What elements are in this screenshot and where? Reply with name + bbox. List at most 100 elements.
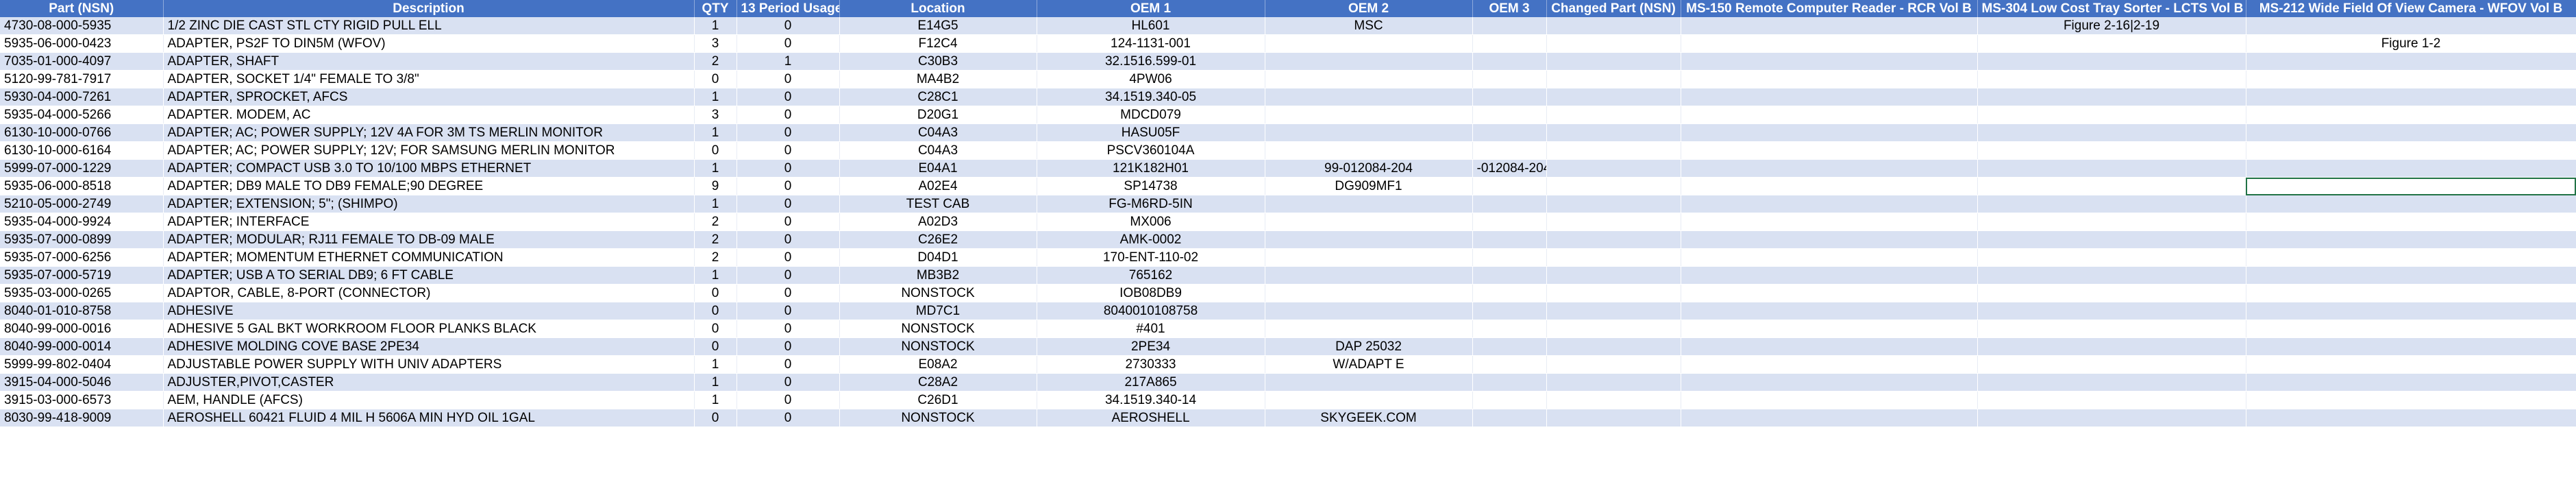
cell-period-usage[interactable]: 0 — [736, 373, 840, 392]
cell-qty[interactable]: 0 — [694, 70, 737, 88]
cell-part-nsn[interactable]: 5935-07-000-0899 — [0, 230, 164, 249]
cell-description[interactable]: ADAPTER; MODULAR; RJ11 FEMALE TO DB-09 M… — [163, 230, 695, 249]
cell-location[interactable]: D04D1 — [839, 248, 1037, 267]
cell-oem-2[interactable] — [1265, 52, 1473, 71]
cell-ms-212[interactable] — [2246, 195, 2576, 213]
cell-ms-212[interactable] — [2246, 17, 2576, 35]
cell-oem-1[interactable]: IOB08DB9 — [1037, 284, 1265, 302]
cell-description[interactable]: ADAPTER, PS2F TO DIN5M (WFOV) — [163, 34, 695, 53]
cell-ms-212[interactable] — [2246, 123, 2576, 142]
cell-oem-2[interactable]: DAP 25032 — [1265, 337, 1473, 356]
cell-qty[interactable]: 0 — [694, 337, 737, 356]
cell-ms-150[interactable] — [1681, 266, 1978, 285]
cell-changed-part[interactable] — [1546, 373, 1681, 392]
cell-changed-part[interactable] — [1546, 337, 1681, 356]
cell-location[interactable]: C26D1 — [839, 391, 1037, 409]
cell-description[interactable]: ADAPTER, SPROCKET, AFCS — [163, 88, 695, 106]
cell-period-usage[interactable]: 0 — [736, 34, 840, 53]
cell-ms-304[interactable] — [1977, 88, 2246, 106]
cell-oem-2[interactable] — [1265, 284, 1473, 302]
column-header-ms-212[interactable]: MS-212 Wide Field Of View Camera - WFOV … — [2246, 0, 2576, 17]
cell-period-usage[interactable]: 0 — [736, 177, 840, 195]
cell-changed-part[interactable] — [1546, 141, 1681, 160]
cell-ms-212[interactable] — [2246, 337, 2576, 356]
cell-description[interactable]: 1/2 ZINC DIE CAST STL CTY RIGID PULL ELL — [163, 17, 695, 35]
cell-ms-304[interactable] — [1977, 159, 2246, 178]
cell-description[interactable]: ADAPTER; COMPACT USB 3.0 TO 10/100 MBPS … — [163, 159, 695, 178]
cell-ms-150[interactable] — [1681, 17, 1978, 35]
cell-ms-212[interactable] — [2246, 52, 2576, 71]
cell-oem-1[interactable]: 32.1516.599-01 — [1037, 52, 1265, 71]
cell-oem-2[interactable] — [1265, 34, 1473, 53]
cell-ms-212[interactable] — [2246, 266, 2576, 285]
cell-ms-150[interactable] — [1681, 284, 1978, 302]
cell-oem-3[interactable] — [1472, 373, 1547, 392]
cell-oem-3[interactable] — [1472, 17, 1547, 35]
cell-part-nsn[interactable]: 8040-01-010-8758 — [0, 302, 164, 320]
cell-changed-part[interactable] — [1546, 409, 1681, 427]
cell-part-nsn[interactable]: 5935-04-000-5266 — [0, 106, 164, 124]
cell-location[interactable]: A02E4 — [839, 177, 1037, 195]
cell-oem-1[interactable]: 121K182H01 — [1037, 159, 1265, 178]
cell-part-nsn[interactable]: 5935-07-000-5719 — [0, 266, 164, 285]
cell-part-nsn[interactable]: 5120-99-781-7917 — [0, 70, 164, 88]
cell-ms-212[interactable] — [2246, 159, 2576, 178]
cell-oem-3[interactable] — [1472, 34, 1547, 53]
cell-ms-212[interactable]: Figure 1-2 — [2246, 34, 2576, 53]
column-header-oem-1[interactable]: OEM 1 — [1037, 0, 1265, 17]
cell-ms-304[interactable] — [1977, 266, 2246, 285]
cell-oem-3[interactable] — [1472, 409, 1547, 427]
cell-oem-3[interactable] — [1472, 106, 1547, 124]
cell-qty[interactable]: 0 — [694, 284, 737, 302]
cell-ms-212[interactable] — [2246, 230, 2576, 249]
cell-ms-150[interactable] — [1681, 195, 1978, 213]
cell-description[interactable]: ADAPTER; INTERFACE — [163, 213, 695, 231]
cell-qty[interactable]: 0 — [694, 141, 737, 160]
cell-oem-3[interactable] — [1472, 52, 1547, 71]
cell-ms-304[interactable] — [1977, 284, 2246, 302]
cell-period-usage[interactable]: 0 — [736, 17, 840, 35]
cell-ms-304[interactable]: Figure 2-16|2-19 — [1977, 17, 2246, 35]
cell-oem-2[interactable] — [1265, 213, 1473, 231]
cell-ms-150[interactable] — [1681, 373, 1978, 392]
column-header-qty[interactable]: QTY — [694, 0, 737, 17]
cell-description[interactable]: ADJUSTER,PIVOT,CASTER — [163, 373, 695, 392]
cell-period-usage[interactable]: 0 — [736, 195, 840, 213]
cell-period-usage[interactable]: 0 — [736, 337, 840, 356]
cell-changed-part[interactable] — [1546, 391, 1681, 409]
cell-oem-3[interactable] — [1472, 320, 1547, 338]
cell-qty[interactable]: 1 — [694, 391, 737, 409]
cell-oem-2[interactable] — [1265, 302, 1473, 320]
cell-location[interactable]: D20G1 — [839, 106, 1037, 124]
cell-part-nsn[interactable]: 6130-10-000-0766 — [0, 123, 164, 142]
cell-ms-212[interactable] — [2246, 373, 2576, 392]
cell-oem-3[interactable] — [1472, 70, 1547, 88]
cell-location[interactable]: NONSTOCK — [839, 320, 1037, 338]
cell-ms-304[interactable] — [1977, 409, 2246, 427]
cell-oem-1[interactable]: HL601 — [1037, 17, 1265, 35]
cell-changed-part[interactable] — [1546, 88, 1681, 106]
cell-period-usage[interactable]: 0 — [736, 391, 840, 409]
cell-oem-2[interactable] — [1265, 70, 1473, 88]
cell-ms-304[interactable] — [1977, 141, 2246, 160]
cell-ms-150[interactable] — [1681, 320, 1978, 338]
cell-oem-1[interactable]: MX006 — [1037, 213, 1265, 231]
cell-qty[interactable]: 1 — [694, 195, 737, 213]
cell-location[interactable]: NONSTOCK — [839, 409, 1037, 427]
cell-qty[interactable]: 2 — [694, 213, 737, 231]
cell-changed-part[interactable] — [1546, 52, 1681, 71]
cell-oem-1[interactable]: 170-ENT-110-02 — [1037, 248, 1265, 267]
cell-oem-1[interactable]: 4PW06 — [1037, 70, 1265, 88]
cell-oem-1[interactable]: HASU05F — [1037, 123, 1265, 142]
cell-changed-part[interactable] — [1546, 106, 1681, 124]
cell-ms-150[interactable] — [1681, 302, 1978, 320]
cell-oem-3[interactable] — [1472, 213, 1547, 231]
cell-period-usage[interactable]: 0 — [736, 230, 840, 249]
cell-description[interactable]: ADAPTER; USB A TO SERIAL DB9; 6 FT CABLE — [163, 266, 695, 285]
cell-ms-304[interactable] — [1977, 70, 2246, 88]
cell-ms-304[interactable] — [1977, 391, 2246, 409]
cell-changed-part[interactable] — [1546, 266, 1681, 285]
cell-ms-212[interactable] — [2246, 302, 2576, 320]
cell-qty[interactable]: 0 — [694, 302, 737, 320]
cell-ms-212[interactable] — [2246, 177, 2576, 195]
